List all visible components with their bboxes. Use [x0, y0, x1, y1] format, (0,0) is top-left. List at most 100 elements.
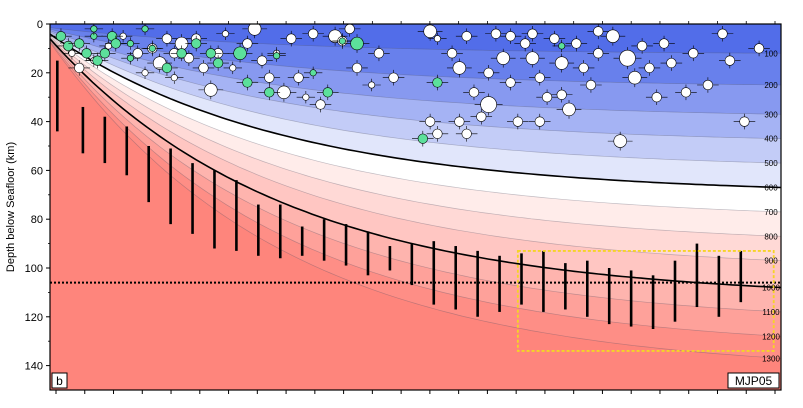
earthquake-green-13 [200, 45, 222, 62]
earthquake-white-34 [346, 60, 368, 76]
isotherm-line-1000 [50, 38, 781, 289]
earthquake-white-72 [697, 77, 719, 93]
earthquake-green-10 [156, 60, 178, 76]
earthquake-white-30 [309, 96, 332, 113]
earthquake-white-15 [192, 60, 215, 76]
earthquake-green-28 [104, 35, 127, 52]
isotherm-label-500: 500 [764, 159, 778, 168]
earthquake-white-38 [417, 24, 443, 41]
isotherm-label-900: 900 [764, 257, 778, 266]
earthquake-white-58 [572, 60, 595, 76]
earthquake-white-59 [580, 77, 602, 93]
earthquake-white-65 [631, 38, 653, 54]
earthquake-white-64 [622, 68, 648, 88]
earthquake-white-37 [382, 69, 405, 86]
earthquake-white-44 [470, 108, 493, 125]
earthquake-white-60 [587, 45, 610, 62]
earthquake-white-73 [711, 25, 734, 42]
y-axis-label: Depth below Seafloor (km) [5, 142, 17, 272]
earthquake-white-27 [287, 69, 310, 86]
earthquake-green-16 [236, 74, 259, 91]
isotherm-line-500 [50, 32, 781, 164]
plot-frame [49, 23, 782, 391]
earthquake-green-21 [333, 34, 352, 48]
panel-label-box: b [51, 372, 68, 389]
x-axis [55, 21, 776, 394]
earthquake-white-36 [368, 45, 390, 62]
earthquake-green-18 [267, 49, 286, 62]
earthquake-green-14 [207, 55, 229, 71]
earthquake-green-12 [185, 35, 207, 52]
earthquake-white-46 [485, 25, 507, 42]
panel-label: b [56, 374, 63, 388]
earthquake-white-40 [441, 45, 463, 62]
lab-depth-bars [56, 60, 743, 329]
earthquake-white-70 [675, 84, 697, 101]
earthquake-green-22 [344, 34, 370, 53]
earthquake-green-23 [412, 130, 434, 147]
earthquake-green-17 [258, 84, 281, 101]
earthquake-white-82 [528, 113, 551, 130]
earthquake-white-49 [507, 113, 529, 130]
isotherm-line-700 [50, 35, 781, 213]
earthquake-white-47 [490, 48, 516, 68]
earthquake-white-84 [587, 24, 610, 40]
isotherm-label-700: 700 [764, 208, 778, 217]
plot-background [50, 24, 781, 390]
earthquake-green-19 [303, 66, 323, 79]
isotherm-line-600 [50, 33, 781, 189]
earthquake-white-57 [565, 35, 588, 52]
earthquake-white-45 [474, 93, 503, 116]
profile-label: MJP05 [735, 374, 773, 388]
earthquake-white-81 [477, 65, 500, 81]
earthquake-white-76 [748, 40, 770, 57]
earthquake-green-15 [227, 43, 253, 63]
earthquake-white-16 [198, 80, 224, 100]
earthquake-white-43 [463, 84, 485, 101]
isotherm-label-1200: 1200 [762, 332, 780, 341]
earthquake-white-54 [543, 30, 566, 47]
earthquake-layer [50, 24, 770, 151]
earthquake-white-67 [645, 89, 668, 105]
earthquake-white-62 [607, 131, 633, 151]
earthquake-white-0 [62, 47, 82, 60]
earthquake-white-78 [426, 126, 449, 142]
earthquake-white-9 [156, 30, 178, 47]
earthquake-green-24 [426, 74, 449, 91]
isotherm-label-200: 200 [764, 81, 778, 90]
earthquake-green-27 [84, 24, 104, 36]
isotherm-label-300: 300 [764, 110, 778, 119]
isotherm-labels: 100 200 300 400 500 600 700 800 900 1000 1100 1200 1… [762, 49, 780, 363]
earthquake-green-29 [121, 51, 140, 65]
earthquake-white-23 [258, 69, 281, 86]
isotherm-label-600: 600 [764, 184, 778, 193]
y-tick-label-60: 60 [31, 165, 43, 177]
isotherm-label-800: 800 [764, 232, 778, 241]
earthquake-white-77 [419, 113, 441, 130]
y-tick-label-20: 20 [31, 68, 43, 80]
earthquake-white-53 [536, 89, 558, 105]
earthquake-white-35 [362, 78, 381, 92]
isotherm-label-1000: 1000 [762, 284, 780, 293]
earthquake-white-55 [549, 53, 575, 73]
earthquake-white-61 [600, 26, 626, 46]
earthquake-white-50 [514, 35, 536, 52]
isotherm-label-1100: 1100 [762, 308, 780, 317]
earthquake-white-83 [550, 86, 573, 103]
earthquake-green-3 [75, 45, 98, 62]
earthquake-white-29 [302, 25, 324, 42]
earthquake-white-86 [521, 25, 544, 42]
isotherm-label-1300: 1300 [762, 354, 780, 363]
earthquake-white-80 [455, 126, 478, 142]
earthquake-green-9 [135, 24, 155, 36]
earthquake-white-74 [719, 52, 741, 69]
earthquake-green-26 [143, 42, 162, 55]
earthquake-white-42 [455, 28, 478, 44]
earthquake-white-63 [613, 47, 642, 70]
earthquake-white-6 [135, 66, 155, 79]
earthquake-green-5 [86, 52, 109, 69]
earthquake-white-68 [653, 35, 675, 52]
earthquake-white-41 [446, 58, 472, 78]
